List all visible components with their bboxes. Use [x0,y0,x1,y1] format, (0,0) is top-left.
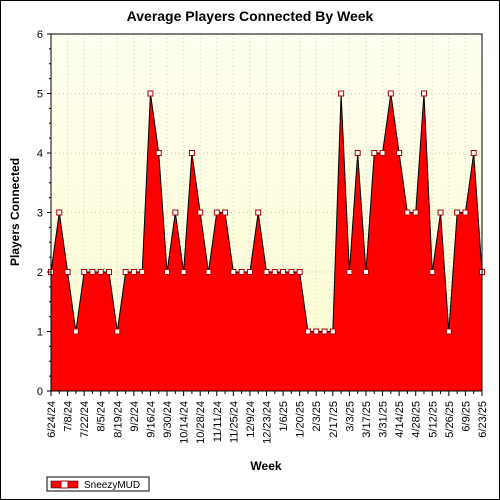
data-point [387,90,394,97]
data-point [396,150,403,156]
data-point [429,269,436,275]
data-point [64,269,71,275]
x-axis-ticks: 6/24/24 7/8/24 7/22/24 8/5/24 8/19/24 9/2/24 9… [46,391,489,444]
chart-title: Average Players Connected By Week [127,8,374,24]
data-point [164,269,171,275]
y-tick-label: 5 [37,89,43,101]
data-point [379,150,386,156]
x-tick-label: 6/9/25 [460,401,472,432]
x-tick-label: 9/30/24 [162,401,174,438]
y-tick-label: 3 [37,208,43,220]
data-point [213,209,220,216]
data-point [470,150,477,156]
data-point [72,328,79,335]
legend-label: SneezyMUD [84,480,140,491]
data-point [437,209,444,216]
x-tick-label: 7/8/24 [63,401,75,432]
x-tick-label: 12/9/24 [245,401,257,438]
data-point [420,90,427,97]
x-tick-label: 3/31/25 [378,401,390,438]
data-point [122,269,129,275]
data-point [362,269,369,275]
data-point [462,209,469,216]
x-tick-label: 2/17/25 [328,401,340,438]
data-point [354,150,361,156]
data-point [130,269,137,275]
x-tick-label: 6/24/24 [46,401,58,438]
data-point [180,269,187,275]
legend-marker-icon [60,480,69,489]
data-point [304,328,311,335]
data-point [263,269,270,275]
x-tick-label: 4/28/25 [411,401,423,438]
x-tick-label: 11/25/24 [228,401,240,443]
x-tick-label: 5/12/25 [427,401,439,438]
series-markers [48,90,485,335]
x-tick-label: 6/23/25 [477,401,489,438]
x-tick-label: 7/22/24 [79,401,91,438]
data-point [147,90,154,97]
x-tick-label: 10/14/24 [179,401,191,444]
y-axis-label: Players Connected [8,158,22,266]
data-point [246,269,253,275]
data-point [222,209,229,216]
data-point [238,269,245,275]
x-tick-label: 9/2/24 [129,401,141,432]
data-point [445,328,452,335]
data-point [280,269,287,275]
x-tick-label: 11/11/24 [212,401,224,442]
data-point [97,269,104,275]
data-point [230,269,237,275]
data-point [271,269,278,275]
x-tick-label: 1/6/25 [278,401,290,432]
data-point [255,209,262,216]
y-tick-label: 1 [37,327,43,339]
data-point [188,150,195,156]
x-tick-label: 3/17/25 [361,401,373,438]
x-tick-label: 9/16/24 [145,401,157,438]
data-point [205,269,212,275]
y-tick-label: 0 [37,386,43,398]
data-point [321,328,328,335]
data-point [56,209,63,216]
data-point [454,209,461,216]
data-point [81,269,88,275]
x-tick-label: 4/14/25 [394,401,406,438]
data-point [313,328,320,335]
x-tick-label: 2/3/25 [311,401,323,432]
data-point [371,150,378,156]
data-point [296,269,303,275]
data-point [172,209,179,216]
x-tick-label: 8/5/24 [96,401,108,432]
series-area-fill [51,93,482,391]
data-point [197,209,204,216]
data-point [114,328,121,335]
data-point [106,269,113,275]
x-axis-label: Week [250,459,281,473]
data-point [404,209,411,216]
x-tick-label: 12/23/24 [262,401,274,444]
x-tick-label: 3/3/25 [344,401,356,432]
y-tick-label: 4 [37,148,43,160]
x-tick-label: 10/28/24 [195,401,207,444]
y-tick-label: 2 [37,267,43,279]
data-point [89,269,96,275]
data-point [412,209,419,216]
data-point [346,269,353,275]
y-tick-label: 6 [37,29,43,41]
data-point [288,269,295,275]
x-tick-label: 1/20/25 [295,401,307,438]
x-tick-label: 8/19/24 [112,401,124,438]
data-point [329,328,336,335]
data-point [338,90,345,97]
legend: SneezyMUD [46,476,150,492]
data-point [139,269,146,275]
y-axis-ticks: 0 1 2 3 4 5 6 [37,29,51,398]
data-point [155,150,162,156]
x-tick-label: 5/26/25 [444,401,456,438]
